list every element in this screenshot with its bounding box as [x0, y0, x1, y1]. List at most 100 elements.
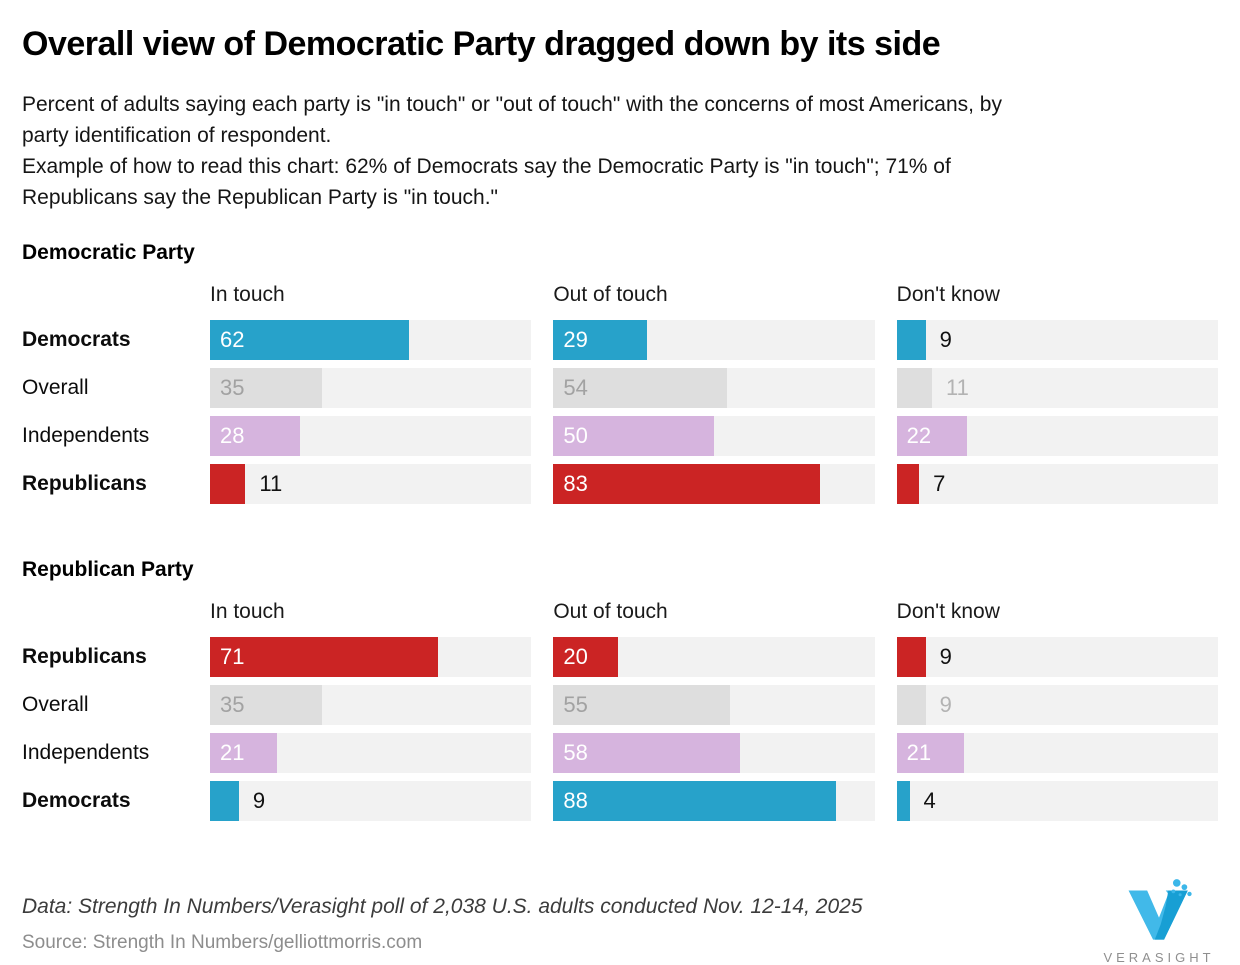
row-label: Overall [22, 375, 89, 399]
bar-value: 20 [563, 643, 588, 669]
chart-subtitle: Percent of adults saying each party is "… [22, 89, 1032, 213]
section-title: Republican Party [22, 557, 194, 581]
bar-fill [896, 415, 968, 456]
bar-track: 35 [210, 684, 532, 725]
chart-section-republican-party: Republican Party In touch Out of touch Don'… [22, 558, 1218, 821]
bar-fill [896, 319, 926, 360]
bar-track: 21 [896, 732, 1218, 773]
bar-value: 21 [906, 739, 932, 765]
row-label: Republicans [22, 471, 147, 495]
subtitle-description: Percent of adults saying each party is "… [22, 92, 1002, 147]
bar-track: 7 [896, 463, 1218, 504]
bar-fill [553, 463, 821, 504]
page-title: Overall view of Democratic Party dragged… [22, 25, 941, 63]
table-row: Republicans 11 83 7 [22, 463, 1218, 504]
bar-fill [553, 684, 731, 725]
column-headers: In touch Out of touch Don't know [22, 283, 1218, 307]
bar-fill [553, 367, 727, 408]
bar-track: 22 [896, 415, 1218, 456]
bar-fill [210, 684, 323, 725]
bar-fill [553, 780, 837, 821]
bar-value: 11 [946, 374, 969, 400]
bar-track: 62 [210, 319, 532, 360]
bar-track: 71 [210, 636, 532, 677]
bar-fill [210, 636, 439, 677]
bar-value: 88 [563, 787, 588, 813]
bar-fill [210, 463, 246, 504]
bar-fill [210, 732, 278, 773]
bar-fill [896, 463, 920, 504]
source-note: Source: Strength In Numbers/gelliottmorr… [22, 931, 423, 953]
bar-track: 54 [553, 367, 875, 408]
bar-value: 21 [220, 739, 245, 765]
bar-value: 54 [563, 374, 588, 400]
footer-notes: Data: Strength In Numbers/Verasight poll… [22, 877, 863, 954]
bar-fill [210, 415, 300, 456]
section-title: Democratic Party [22, 240, 195, 264]
bar-value: 4 [923, 787, 936, 813]
bar-fill [896, 636, 926, 677]
column-headers: In touch Out of touch Don't know [22, 600, 1218, 624]
bar-value: 62 [220, 326, 245, 352]
bar-track: 88 [553, 780, 875, 821]
bar-track: 29 [553, 319, 875, 360]
bar-value: 55 [563, 691, 588, 717]
bar-value: 35 [220, 374, 245, 400]
bar-value: 7 [933, 470, 946, 496]
column-header-in-touch: In touch [210, 599, 285, 623]
bar-value: 58 [563, 739, 588, 765]
bar-value: 50 [563, 422, 588, 448]
bar-fill [553, 636, 618, 677]
bar-track: 83 [553, 463, 875, 504]
verasight-v-icon [1128, 878, 1192, 940]
bar-track: 21 [210, 732, 532, 773]
column-header-out-of-touch: Out of touch [553, 599, 668, 623]
bar-value: 11 [259, 470, 283, 496]
row-label: Democrats [22, 327, 131, 351]
bar-track: 11 [210, 463, 532, 504]
bar-fill [896, 367, 932, 408]
bar-track: 4 [896, 780, 1218, 821]
bar-track: 50 [553, 415, 875, 456]
column-header-in-touch: In touch [210, 282, 285, 306]
bar-track: 28 [210, 415, 532, 456]
bar-value: 71 [220, 643, 245, 669]
bar-track: 58 [553, 732, 875, 773]
column-header-don-t-know: Don't know [896, 599, 1000, 623]
bar-fill [896, 732, 965, 773]
row-label: Independents [22, 423, 150, 447]
table-row: Republicans 71 20 9 [22, 636, 1218, 677]
bar-value: 9 [939, 691, 952, 717]
bar-value: 9 [939, 643, 952, 669]
bar-fill [553, 319, 647, 360]
column-header-don-t-know: Don't know [896, 282, 1000, 306]
chart-section-democratic-party: Democratic Party In touch Out of touch Don'… [22, 241, 1218, 504]
bar-fill [896, 684, 926, 725]
bar-value: 28 [220, 422, 245, 448]
verasight-logo: VERASIGHT [1100, 877, 1218, 965]
bar-track: 55 [553, 684, 875, 725]
table-row: Overall 35 55 9 [22, 684, 1218, 725]
table-row: Independents 21 58 21 [22, 732, 1218, 773]
row-label: Democrats [22, 788, 131, 812]
bar-value: 35 [220, 691, 245, 717]
bar-fill [210, 319, 410, 360]
bar-fill [896, 780, 910, 821]
chart-sections: Democratic Party In touch Out of touch Don'… [22, 241, 1218, 821]
verasight-logo-text: VERASIGHT [1103, 949, 1215, 965]
table-row: Independents 28 50 22 [22, 415, 1218, 456]
bar-value: 22 [906, 422, 932, 448]
bar-fill [553, 732, 740, 773]
bar-fill [210, 780, 239, 821]
bar-track: 35 [210, 367, 532, 408]
bar-fill [553, 415, 714, 456]
table-row: Democrats 9 88 4 [22, 780, 1218, 821]
subtitle-reading-example: Example of how to read this chart: 62% o… [22, 154, 951, 209]
row-label: Overall [22, 692, 89, 716]
bar-value: 83 [563, 470, 588, 496]
column-header-spacer [22, 283, 188, 307]
footer: Data: Strength In Numbers/Verasight poll… [22, 877, 1218, 965]
data-note: Data: Strength In Numbers/Verasight poll… [22, 894, 863, 918]
bar-track: 11 [896, 367, 1218, 408]
